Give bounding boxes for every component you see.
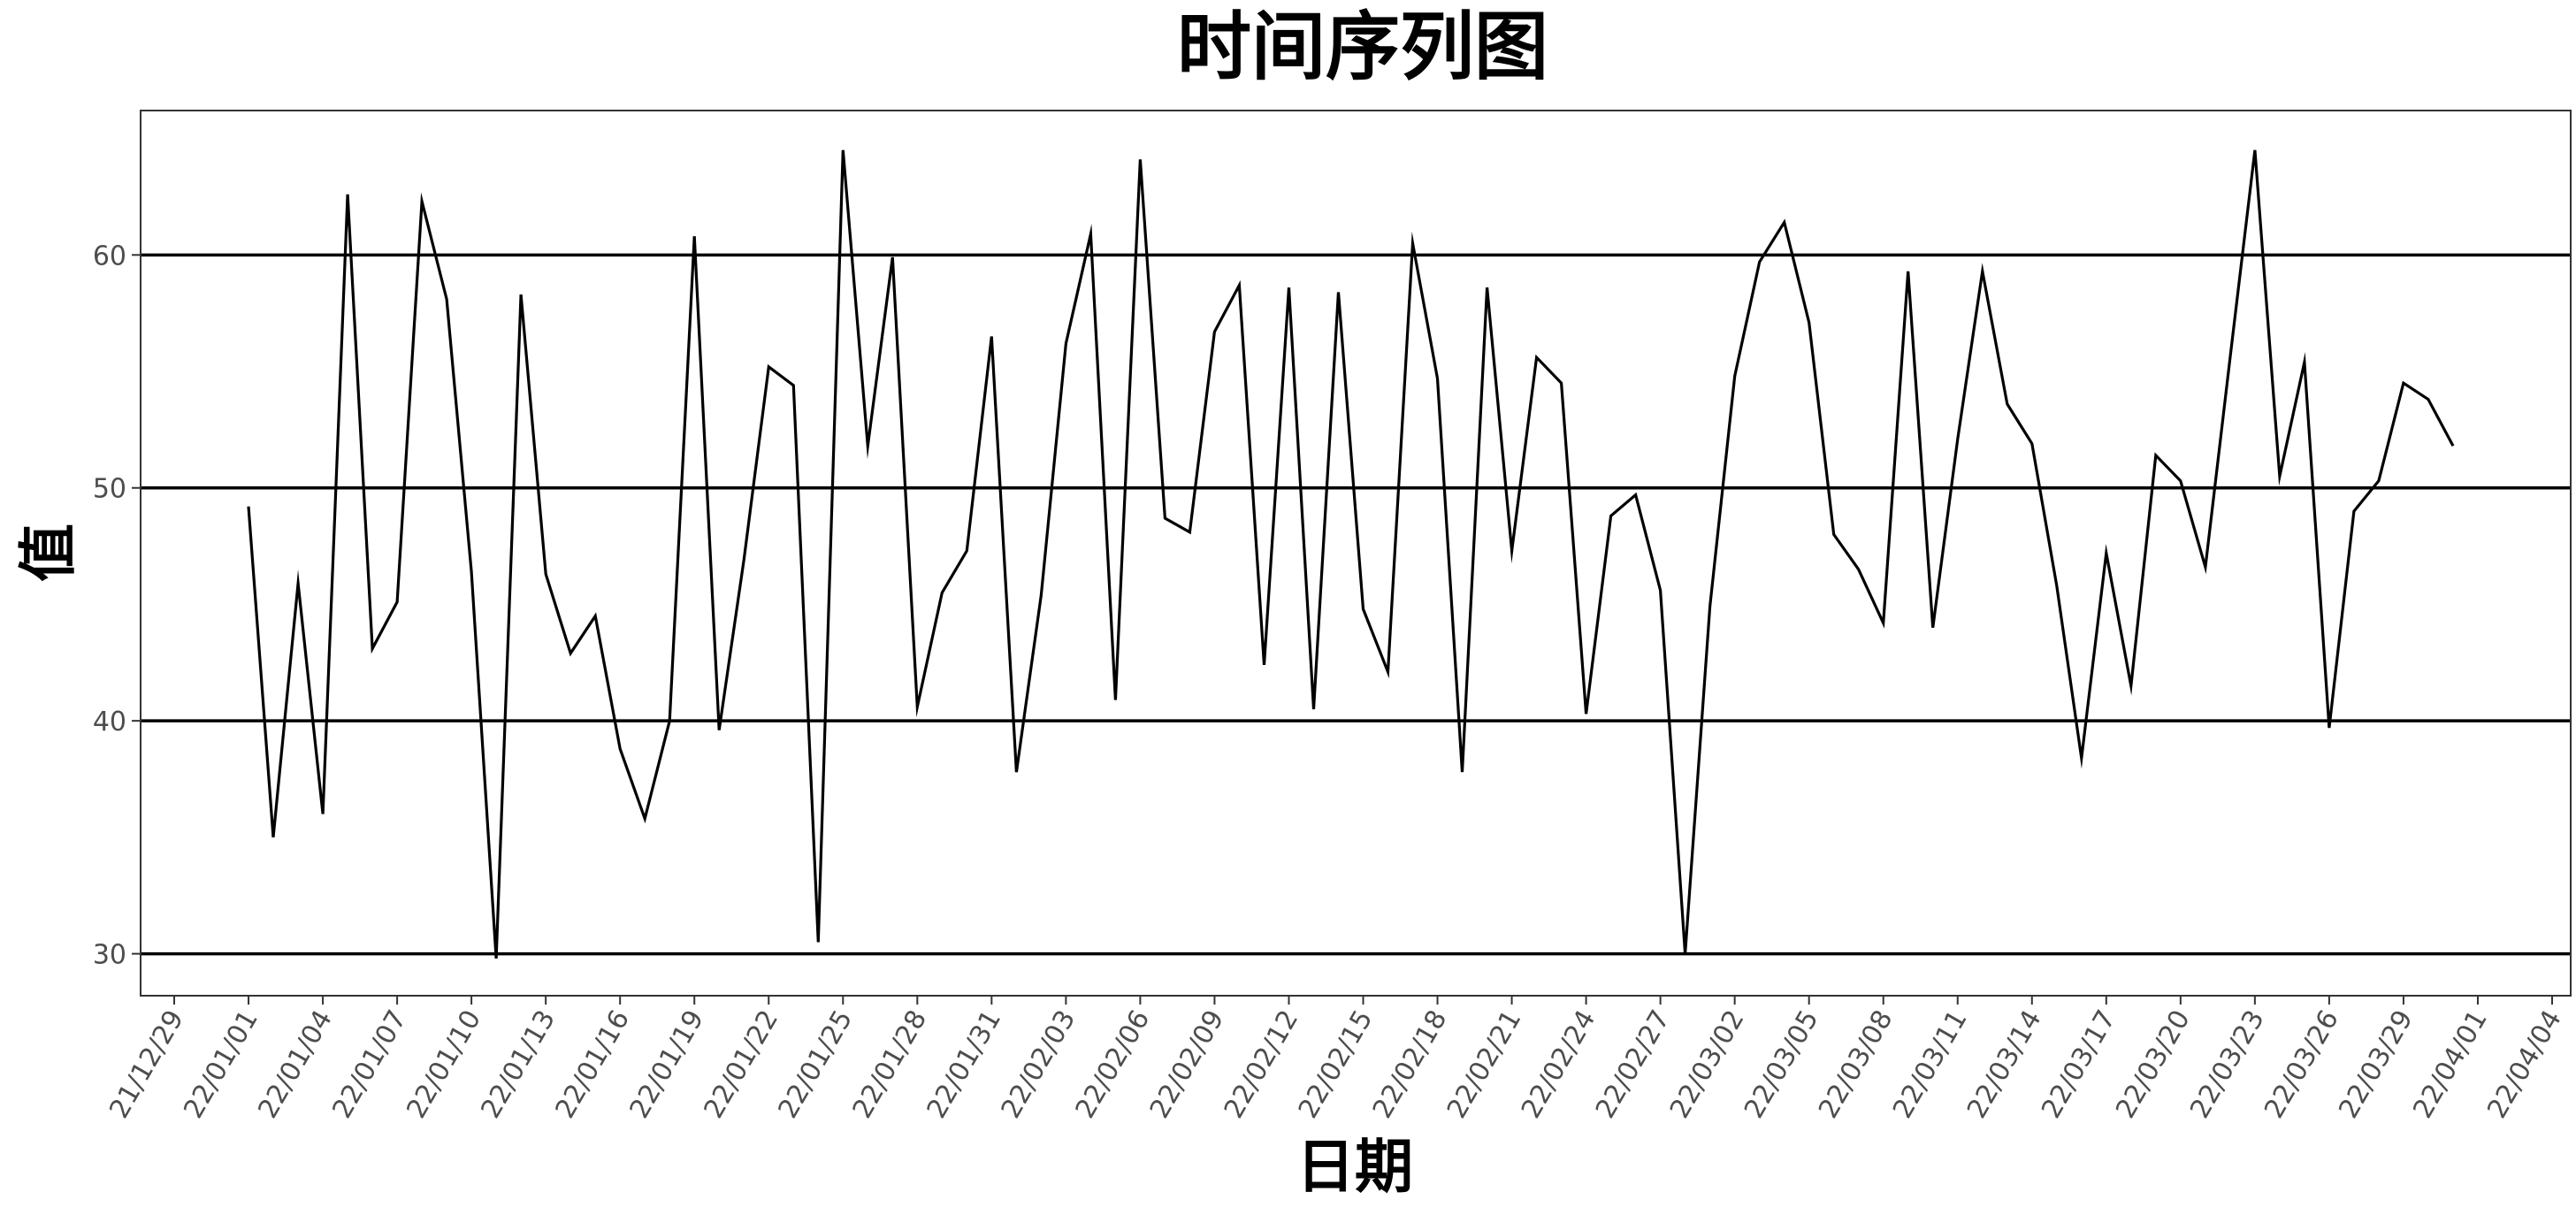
x-tick-label-16: 22/02/15 — [1293, 1005, 1380, 1124]
x-tick-label-7: 22/01/19 — [623, 1005, 710, 1124]
x-tick-label-2: 22/01/04 — [252, 1005, 339, 1124]
x-tick-label-8: 22/01/22 — [698, 1005, 784, 1124]
x-tick-label-10: 22/01/28 — [847, 1005, 934, 1124]
gridlines — [141, 253, 2571, 956]
x-tick-label-1: 22/01/01 — [178, 1005, 264, 1124]
x-tick-label-9: 22/01/25 — [773, 1005, 860, 1124]
x-tick-label-14: 22/02/09 — [1144, 1005, 1231, 1124]
x-tick-label-18: 22/02/21 — [1441, 1005, 1528, 1124]
x-tick-label-13: 22/02/06 — [1070, 1005, 1157, 1124]
x-tick-label-25: 22/03/14 — [1961, 1005, 2048, 1124]
x-axis-ticks: 21/12/2922/01/0122/01/0422/01/0722/01/10… — [103, 996, 2568, 1124]
x-tick-label-20: 22/02/27 — [1590, 1005, 1677, 1124]
x-tick-label-12: 22/02/03 — [996, 1005, 1082, 1124]
y-tick-label-40: 40 — [93, 707, 126, 737]
series-line-0 — [247, 149, 2455, 959]
x-tick-label-29: 22/03/26 — [2259, 1005, 2345, 1124]
y-axis-ticks: 30 40 50 60 — [93, 241, 141, 971]
series-line-layer — [247, 149, 2455, 959]
x-tick-label-27: 22/03/20 — [2110, 1005, 2197, 1124]
x-tick-label-22: 22/03/05 — [1739, 1005, 1825, 1124]
x-tick-label-19: 22/02/24 — [1516, 1005, 1602, 1124]
x-tick-label-30: 22/03/29 — [2333, 1005, 2419, 1124]
x-tick-label-17: 22/02/18 — [1367, 1005, 1454, 1124]
x-axis-title: 日期 — [1296, 1133, 1413, 1201]
x-tick-label-24: 22/03/11 — [1887, 1005, 1974, 1124]
x-tick-label-0: 21/12/29 — [103, 1005, 190, 1124]
x-tick-label-3: 22/01/07 — [326, 1005, 413, 1124]
x-tick-label-23: 22/03/08 — [1813, 1005, 1900, 1124]
x-tick-label-11: 22/01/31 — [921, 1005, 1008, 1124]
x-tick-label-21: 22/03/02 — [1664, 1005, 1751, 1124]
y-tick-label-60: 60 — [93, 241, 126, 271]
x-tick-label-5: 22/01/13 — [475, 1005, 562, 1124]
x-tick-label-4: 22/01/10 — [401, 1005, 487, 1124]
x-tick-label-31: 22/04/01 — [2407, 1005, 2494, 1124]
x-tick-label-6: 22/01/16 — [549, 1005, 636, 1124]
x-tick-label-15: 22/02/12 — [1219, 1005, 1305, 1124]
x-tick-label-28: 22/03/23 — [2184, 1005, 2271, 1124]
x-tick-label-26: 22/03/17 — [2036, 1005, 2122, 1124]
y-axis-title: 值 — [14, 523, 82, 582]
x-tick-label-32: 22/04/04 — [2481, 1005, 2568, 1124]
chart-title: 时间序列图 — [1177, 4, 1548, 90]
y-tick-label-50: 50 — [93, 474, 126, 505]
plot-panel-border — [140, 110, 2572, 997]
y-tick-label-30: 30 — [93, 940, 126, 971]
